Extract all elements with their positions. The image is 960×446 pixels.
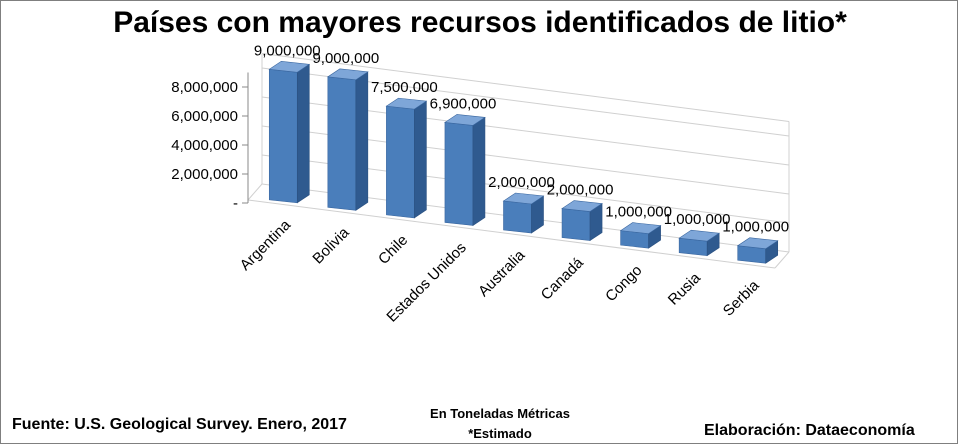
- bar-argentina: [269, 61, 309, 203]
- bar-bolivia: [328, 69, 368, 211]
- bar-estados-unidos: [445, 114, 485, 225]
- data-label: 1,000,000: [605, 204, 672, 221]
- x-tick-label: Australia: [475, 246, 529, 300]
- x-tick-label: Rusia: [665, 269, 705, 309]
- bar-side: [414, 101, 426, 218]
- y-tick-label: 4,000,000: [171, 137, 238, 154]
- data-label: 6,900,000: [430, 95, 497, 112]
- bar-front: [445, 122, 473, 225]
- x-tick-label: Argentina: [237, 216, 295, 274]
- units-label: En Toneladas Métricas: [380, 404, 620, 424]
- bar-front: [328, 77, 356, 211]
- bar-front: [269, 69, 297, 203]
- y-axis: - 2,000,000 4,000,000 6,000,000 8,000,000: [171, 73, 248, 213]
- x-tick-label: Chile: [375, 232, 411, 268]
- x-tick-label: Serbia: [720, 277, 763, 320]
- bar-congo: [621, 223, 661, 249]
- bar-serbia: [738, 238, 778, 264]
- x-tick-label: Congo: [602, 262, 645, 305]
- data-label: 9,000,000: [312, 50, 379, 67]
- bar-canadá: [562, 201, 602, 241]
- bar-front: [386, 106, 414, 218]
- x-tick-label: Bolivia: [309, 224, 353, 268]
- y-tick-label: 2,000,000: [171, 166, 238, 183]
- data-label: 1,000,000: [664, 211, 731, 228]
- y-tick-label: 8,000,000: [171, 79, 238, 96]
- estimate-note: *Estimado: [380, 424, 620, 444]
- floor-left-edge: [248, 184, 262, 200]
- units-note: En Toneladas Métricas *Estimado: [380, 404, 620, 444]
- bar-side: [473, 117, 485, 225]
- data-label: 9,000,000: [254, 42, 321, 59]
- data-label: 1,000,000: [722, 219, 789, 236]
- data-label: 2,000,000: [547, 182, 614, 199]
- data-label: 7,500,000: [371, 79, 438, 96]
- bar-front: [504, 201, 532, 233]
- x-tick-label: Canadá: [538, 254, 588, 304]
- credit-note: Elaboración: Dataeconomía: [704, 422, 915, 440]
- bar-front: [562, 209, 590, 241]
- bar-rusia: [679, 230, 719, 256]
- y-tick-label: 6,000,000: [171, 108, 238, 125]
- bar-chile: [386, 98, 426, 218]
- source-note: Fuente: U.S. Geological Survey. Enero, 2…: [12, 416, 347, 434]
- bar-side: [297, 64, 309, 203]
- y-tick-label: -: [233, 195, 238, 212]
- bar-side: [356, 72, 368, 211]
- bar-australia: [504, 193, 544, 233]
- data-label: 2,000,000: [488, 174, 555, 191]
